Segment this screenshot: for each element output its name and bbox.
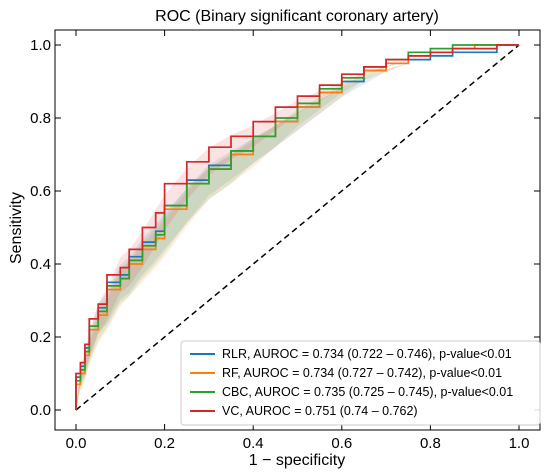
x-tick-label: 1.0 [509,435,530,452]
legend-label-cbc: CBC, AUROC = 0.735 (0.725 – 0.745), p-va… [222,385,513,399]
x-axis-ticks: 0.0 0.2 0.4 0.6 0.8 1.0 [66,30,530,452]
x-tick-label: 0.4 [243,435,264,452]
reference-diagonal [75,44,520,411]
x-tick-label: 0.0 [66,435,87,452]
legend-box [180,340,541,426]
legend-label-vc: VC, AUROC = 0.751 (0.74 – 0.762) [222,404,418,418]
x-tick-label: 0.6 [331,435,352,452]
y-tick-label: 0.4 [30,256,51,273]
chart-title: ROC (Binary significant coronary artery) [155,8,439,25]
y-tick-label: 0.0 [30,402,51,419]
x-axis-label: 1 − specificity [249,452,345,469]
y-tick-label: 0.2 [30,329,51,346]
roc-curves [75,44,519,410]
legend-label-rlr: RLR, AUROC = 0.734 (0.722 – 0.746), p-va… [222,347,512,361]
plot-frame [54,29,541,431]
legend-label-rf: RF, AUROC = 0.734 (0.727 – 0.742), p-val… [222,366,502,380]
y-axis-label: Sensitivity [8,192,25,264]
legend: RLR, AUROC = 0.734 (0.722 – 0.746), p-va… [180,340,541,426]
y-tick-label: 0.6 [30,183,51,200]
y-tick-label: 0.8 [30,110,51,127]
x-tick-label: 0.8 [420,435,441,452]
roc-line-vc [75,44,519,410]
y-tick-label: 1.0 [30,37,51,54]
x-tick-label: 0.2 [154,435,175,452]
y-axis-ticks: 0.0 0.2 0.4 0.6 0.8 1.0 [30,37,540,419]
